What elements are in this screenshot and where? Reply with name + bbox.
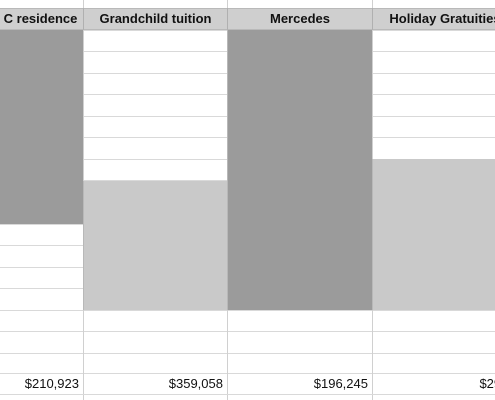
column-fill-4 (372, 159, 495, 310)
column-fill-3 (227, 30, 372, 310)
row-gridline (0, 353, 495, 354)
row-gridline (0, 373, 495, 374)
total-cell-grandchild-tuition[interactable]: $359,058 (168, 376, 223, 391)
total-cell-holiday-gratuities[interactable]: $29,4 (479, 376, 495, 391)
row-gridline (0, 331, 495, 332)
total-cell-mercedes[interactable]: $196,245 (313, 376, 368, 391)
column-header-residence[interactable]: C residence (3, 11, 78, 26)
column-fill-1 (0, 30, 83, 224)
column-fill-2 (83, 181, 227, 310)
header-row (0, 8, 495, 30)
column-header-mercedes[interactable]: Mercedes (227, 8, 372, 30)
column-header-grandchild-tuition[interactable]: Grandchild tuition (83, 8, 227, 30)
row-gridline (0, 310, 495, 311)
grid-bottom-edge (0, 394, 495, 395)
total-cell-residence[interactable]: $210,923 (24, 376, 79, 391)
column-header-holiday-gratuities[interactable]: Holiday Gratuities (372, 8, 495, 30)
